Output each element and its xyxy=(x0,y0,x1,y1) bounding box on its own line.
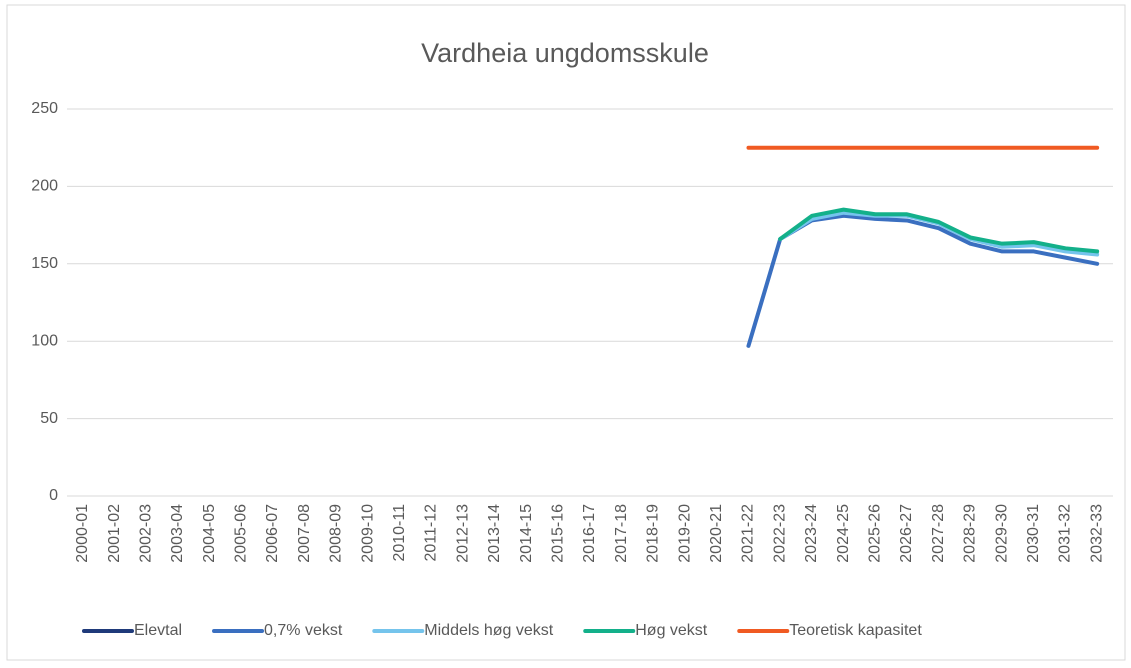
x-tick-label: 2023-24 xyxy=(803,504,820,563)
y-tick-label: 50 xyxy=(40,410,58,427)
x-tick-label: 2030-31 xyxy=(1025,504,1042,563)
y-tick-label: 100 xyxy=(31,332,58,349)
legend-label: Elevtal xyxy=(134,622,182,639)
x-tick-label: 2027-28 xyxy=(930,504,947,563)
x-tick-label: 2004-05 xyxy=(201,504,218,563)
legend-label: Høg vekst xyxy=(635,622,708,639)
x-tick-label: 2011-12 xyxy=(423,504,440,562)
x-tick-label: 2025-26 xyxy=(866,504,883,563)
legend-label: 0,7% vekst xyxy=(264,622,343,639)
x-tick-label: 2006-07 xyxy=(264,504,281,563)
x-tick-label: 2026-27 xyxy=(898,504,915,563)
y-tick-label: 200 xyxy=(31,178,58,195)
x-tick-label: 2014-15 xyxy=(518,504,535,563)
x-tick-label: 2013-14 xyxy=(486,504,503,563)
x-tick-label: 2010-11 xyxy=(391,504,408,562)
x-tick-label: 2002-03 xyxy=(137,504,154,563)
chart-frame xyxy=(6,4,1126,661)
x-tick-label: 2021-22 xyxy=(740,504,757,563)
series-line xyxy=(778,207,1100,254)
x-tick-label: 2000-01 xyxy=(74,504,91,563)
x-tick-label: 2022-23 xyxy=(771,504,788,563)
x-tick-label: 2015-16 xyxy=(550,504,567,563)
x-tick-label: 2009-10 xyxy=(359,504,376,563)
x-tick-label: 2001-02 xyxy=(106,504,123,563)
x-tick-label: 2020-21 xyxy=(708,504,725,563)
x-tick-label: 2007-08 xyxy=(296,504,313,563)
x-tick-label: 2008-09 xyxy=(328,504,345,563)
y-tick-label: 0 xyxy=(49,487,58,504)
x-tick-label: 2017-18 xyxy=(613,504,630,563)
x-tick-label: 2016-17 xyxy=(581,504,598,563)
x-tick-label: 2018-19 xyxy=(645,504,662,563)
legend-label: Teoretisk kapasitet xyxy=(789,622,922,639)
x-tick-label: 2024-25 xyxy=(835,504,852,563)
y-tick-label: 150 xyxy=(31,255,58,272)
x-tick-label: 2005-06 xyxy=(233,504,250,563)
x-tick-label: 2029-30 xyxy=(993,504,1010,563)
chart-title: Vardheia ungdomsskule xyxy=(421,38,709,68)
x-tick-label: 2032-33 xyxy=(1088,504,1105,563)
x-tick-label: 2028-29 xyxy=(962,504,979,563)
legend-label: Middels høg vekst xyxy=(424,622,553,639)
x-tick-label: 2012-13 xyxy=(454,504,471,563)
y-tick-label: 250 xyxy=(31,100,58,117)
x-tick-label: 2019-20 xyxy=(676,504,693,563)
x-tick-label: 2003-04 xyxy=(169,504,186,563)
x-tick-label: 2031-32 xyxy=(1057,504,1074,563)
